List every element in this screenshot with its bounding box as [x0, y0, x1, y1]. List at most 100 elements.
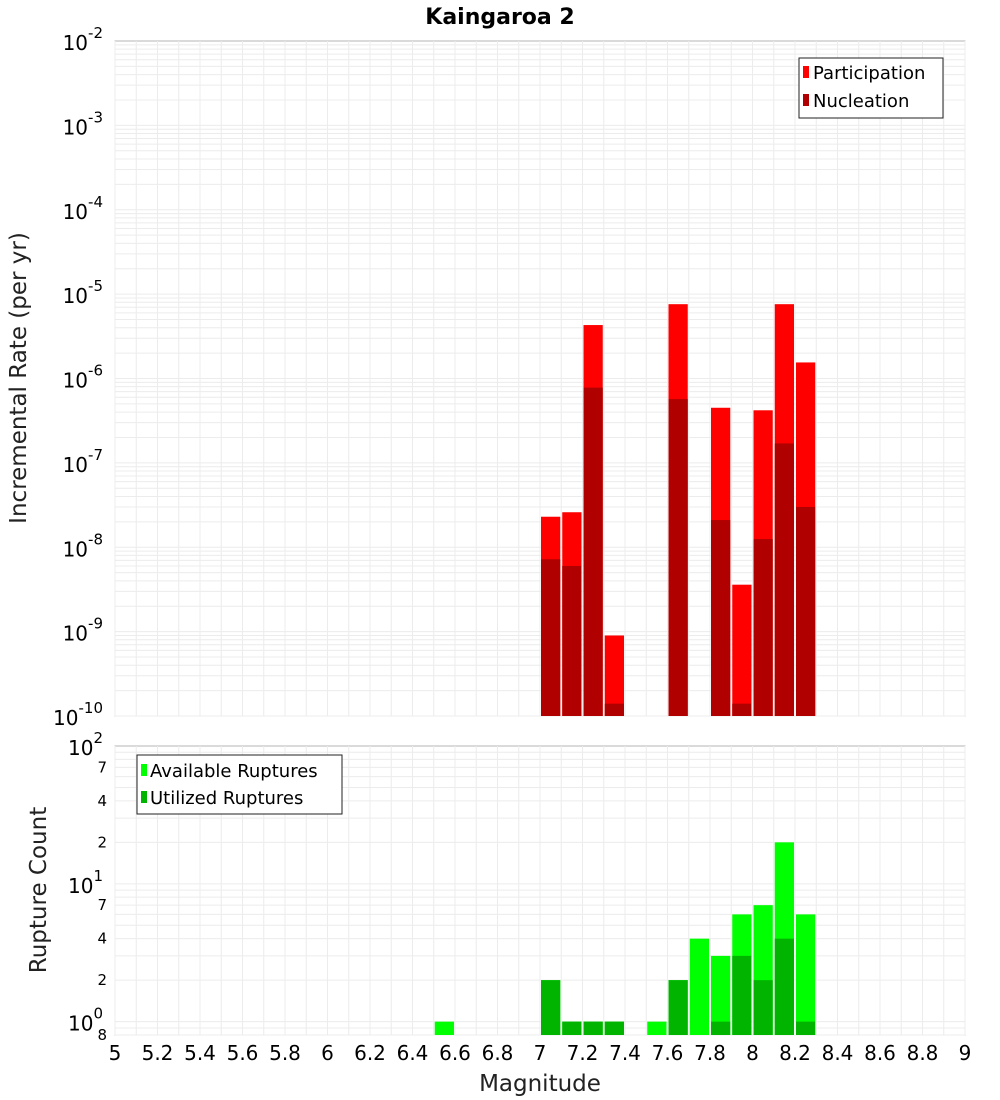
count-y-major-tick-label: 102 — [68, 729, 103, 760]
count-y-minor-tick-label: 7 — [97, 896, 107, 914]
magnitude-x-tick-label: 5.6 — [227, 1041, 259, 1065]
count-y-minor-tick-label: 4 — [97, 792, 107, 810]
rate-bars — [541, 304, 816, 716]
nucleation-legend-swatch — [803, 94, 809, 106]
tick-base: 10 — [68, 736, 93, 760]
rate-y-tick-label: 10-3 — [63, 108, 103, 139]
participation-legend-label: Participation — [813, 63, 925, 84]
magnitude-x-tick-label: 5.2 — [142, 1041, 174, 1065]
magnitude-x-tick-label: 8.8 — [907, 1041, 939, 1065]
nucleation-bar — [796, 506, 816, 716]
available-ruptures-bar — [796, 914, 816, 1035]
nucleation-bar — [604, 703, 624, 716]
magnitude-x-tick-label: 9 — [959, 1041, 972, 1065]
utilized-ruptures-bar — [562, 1021, 582, 1035]
count-legend-box — [136, 754, 343, 815]
utilized-ruptures-bar — [668, 980, 688, 1035]
x-axis-label: Magnitude — [479, 1071, 601, 1097]
tick-exponent: -10 — [79, 699, 104, 717]
magnitude-x-tick-label: 7.8 — [694, 1041, 726, 1065]
available-ruptures-bar — [434, 1021, 454, 1035]
rate-y-tick-label: 10-6 — [63, 362, 103, 393]
nucleation-bar — [583, 387, 603, 716]
tick-exponent: 1 — [93, 867, 103, 885]
nucleation-bar — [562, 565, 582, 716]
count-y-major-tick-label: 101 — [68, 867, 103, 898]
magnitude-x-tick-label: 8.4 — [822, 1041, 854, 1065]
tick-exponent: -8 — [88, 530, 103, 548]
magnitude-x-tick-label: 6.4 — [397, 1041, 429, 1065]
tick-base: 10 — [63, 453, 88, 477]
tick-base: 10 — [68, 874, 93, 898]
available-ruptures-bar — [689, 938, 709, 1035]
tick-exponent: -3 — [88, 108, 103, 126]
rate-y-tick-label: 10-7 — [63, 446, 103, 477]
count-y-minor-tick-label: 8 — [97, 1026, 107, 1044]
tick-exponent: -4 — [88, 193, 103, 211]
rate-gridlines — [114, 41, 966, 717]
rate-y-tick-label: 10-5 — [63, 277, 103, 308]
participation-bar — [732, 584, 752, 716]
count-y-minor-tick-label: 7 — [97, 758, 107, 776]
chart-title: Kaingaroa 2 — [425, 5, 574, 30]
count-legend: Available Ruptures Utilized Ruptures — [136, 754, 343, 815]
tick-base: 10 — [63, 622, 88, 646]
magnitude-x-tick-label: 7.4 — [609, 1041, 641, 1065]
count-y-minor-tick-label: 4 — [97, 930, 107, 948]
rate-y-tick-label: 10-4 — [63, 193, 103, 224]
tick-exponent: -6 — [88, 362, 103, 380]
tick-base: 10 — [53, 706, 78, 730]
nucleation-bar — [541, 559, 561, 716]
rate-y-axis-label: Incremental Rate (per yr) — [6, 232, 32, 524]
utilized-ruptures-bar — [732, 955, 752, 1035]
utilized-ruptures-bar — [774, 938, 794, 1035]
nucleation-bar — [668, 399, 688, 716]
nucleation-legend-label: Nucleation — [813, 91, 909, 112]
count-y-major-tick-label: 100 — [68, 1005, 103, 1036]
tick-base: 10 — [63, 115, 88, 139]
magnitude-x-tick-label: 7 — [534, 1041, 547, 1065]
nucleation-bar — [732, 703, 752, 716]
utilized-ruptures-legend-swatch — [141, 791, 147, 803]
count-y-minor-tick-label: 2 — [97, 971, 107, 989]
available-ruptures-legend-swatch — [141, 764, 147, 776]
magnitude-x-tick-label: 5.8 — [269, 1041, 301, 1065]
utilized-ruptures-bar — [753, 980, 773, 1035]
utilized-ruptures-bar — [711, 1021, 731, 1035]
magnitude-x-tick-label: 8.6 — [864, 1041, 896, 1065]
nucleation-bar — [711, 520, 731, 716]
rate-legend-box — [798, 57, 944, 119]
nucleation-bar — [753, 539, 773, 716]
magnitude-x-tick-label: 6.8 — [482, 1041, 514, 1065]
magnitude-x-tick-label: 6.2 — [354, 1041, 386, 1065]
tick-exponent: -2 — [88, 24, 103, 42]
available-ruptures-legend-label: Available Ruptures — [150, 761, 318, 782]
rate-y-tick-label: 10-9 — [63, 615, 103, 646]
magnitude-x-tick-label: 6 — [321, 1041, 334, 1065]
magnitude-x-tick-label: 7.6 — [652, 1041, 684, 1065]
magnitude-x-tick-label: 6.6 — [439, 1041, 471, 1065]
rate-y-tick-label: 10-2 — [63, 24, 103, 55]
magnitude-x-ticks: 5 5.2 5.4 5.6 5.8 6 6.2 6.4 6.6 6.8 7 7.2 7.4 7.6 7.8 8… — [109, 1041, 972, 1065]
rate-y-tick-label: 10-10 — [53, 699, 103, 730]
magnitude-x-tick-label: 8.2 — [779, 1041, 811, 1065]
available-ruptures-bar — [711, 955, 731, 1035]
tick-exponent: -9 — [88, 615, 103, 633]
magnitude-x-tick-label: 8 — [746, 1041, 759, 1065]
tick-exponent: 0 — [93, 1005, 103, 1023]
utilized-ruptures-legend-label: Utilized Ruptures — [150, 788, 303, 809]
utilized-ruptures-bar — [604, 1021, 624, 1035]
count-y-minor-tick-label: 2 — [97, 833, 107, 851]
rate-y-tick-label: 10-8 — [63, 530, 103, 561]
tick-exponent: 2 — [93, 729, 103, 747]
count-y-axis-label: Rupture Count — [26, 807, 52, 973]
magnitude-x-tick-label: 5 — [109, 1041, 122, 1065]
available-ruptures-bar — [647, 1021, 667, 1035]
magnitude-x-tick-label: 7.2 — [567, 1041, 599, 1065]
tick-base: 10 — [63, 200, 88, 224]
